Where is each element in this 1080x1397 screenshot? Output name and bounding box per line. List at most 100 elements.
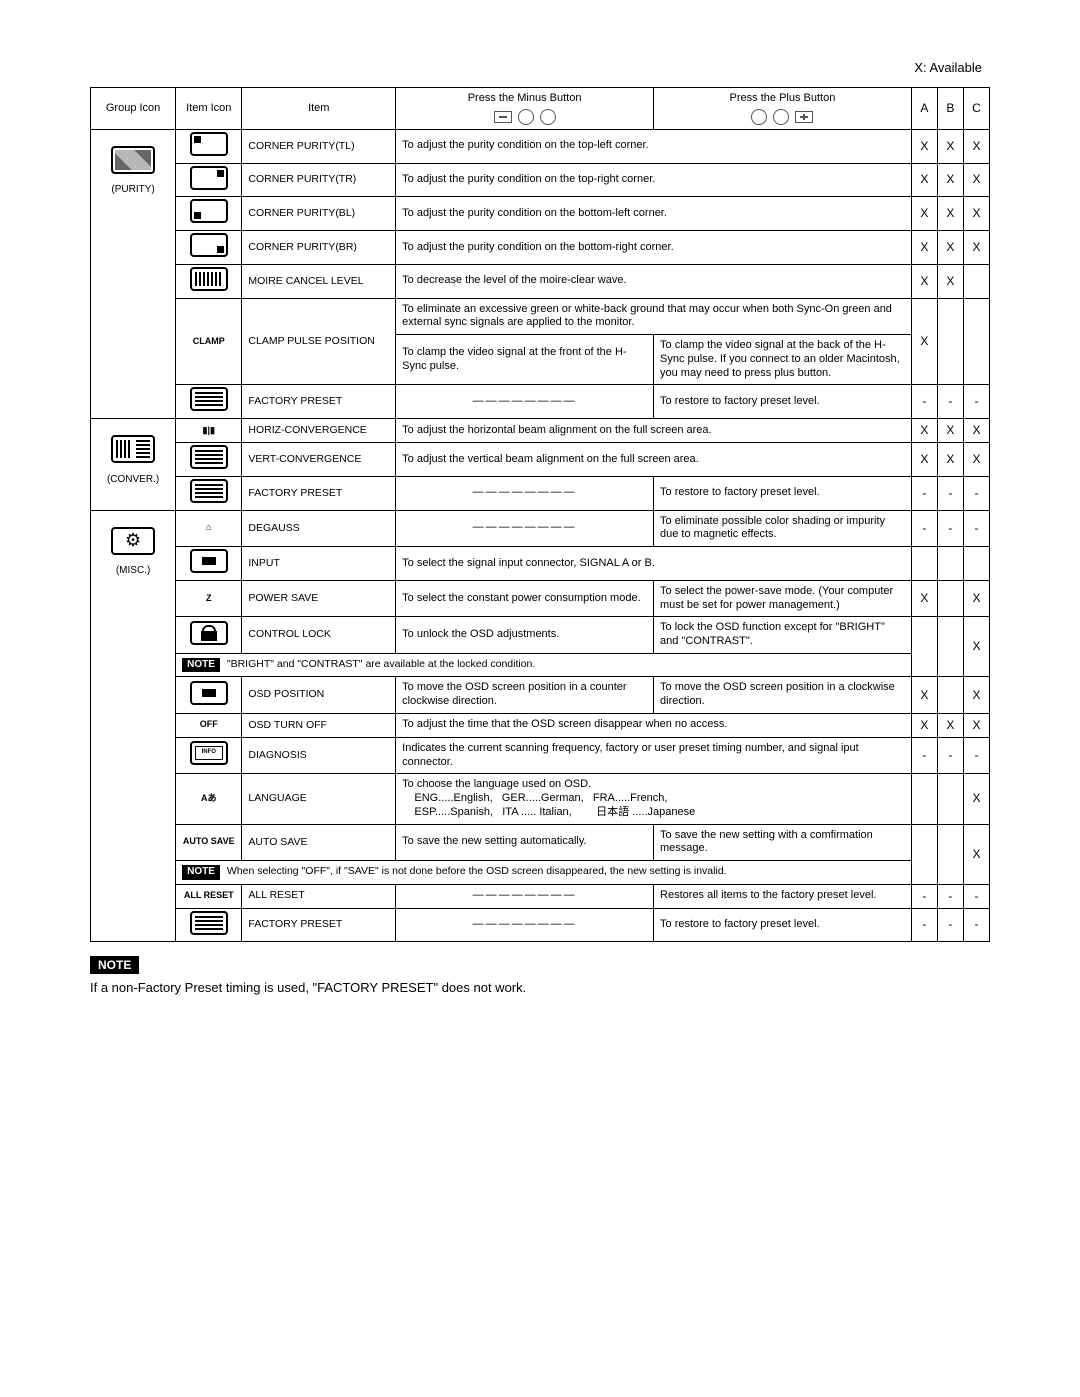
item-name: OSD POSITION bbox=[242, 677, 396, 714]
note-cell: NOTE "BRIGHT" and "CONTRAST" are availab… bbox=[176, 653, 912, 677]
plus-desc: To save the new setting with a comfirmat… bbox=[654, 824, 912, 861]
item-icon bbox=[190, 741, 228, 765]
abc-a: X bbox=[911, 197, 937, 231]
item-description: To adjust the purity condition on the to… bbox=[396, 129, 912, 163]
hdr-c: C bbox=[963, 88, 989, 130]
item-description: To adjust the purity condition on the to… bbox=[396, 163, 912, 197]
item-icon-cell bbox=[176, 476, 242, 510]
table-row: CONTROL LOCKTo unlock the OSD adjustment… bbox=[91, 617, 990, 654]
item-icon-cell: CLAMP bbox=[176, 298, 242, 385]
minus-desc: To unlock the OSD adjustments. bbox=[396, 617, 654, 654]
item-name: CORNER PURITY(TR) bbox=[242, 163, 396, 197]
abc-c bbox=[963, 264, 989, 298]
item-icon: ALL RESET bbox=[184, 891, 234, 900]
abc-b bbox=[937, 617, 963, 677]
abc-c bbox=[963, 298, 989, 385]
abc-c: - bbox=[963, 908, 989, 942]
abc-c: X bbox=[963, 713, 989, 737]
abc-b: - bbox=[937, 476, 963, 510]
group-icon bbox=[111, 527, 155, 555]
item-name: CLAMP PULSE POSITION bbox=[242, 298, 396, 385]
abc-c: X bbox=[963, 617, 989, 677]
group-icon-cell: (MISC.) bbox=[91, 510, 176, 942]
item-icon bbox=[190, 387, 228, 411]
hdr-group-icon: Group Icon bbox=[91, 88, 176, 130]
item-icon bbox=[190, 267, 228, 291]
abc-b bbox=[937, 547, 963, 581]
item-name: CORNER PURITY(BR) bbox=[242, 231, 396, 265]
item-description: To decrease the level of the moire-clear… bbox=[396, 264, 912, 298]
abc-b: X bbox=[937, 443, 963, 477]
abc-c: X bbox=[963, 580, 989, 617]
plus-icons bbox=[660, 109, 905, 125]
abc-c bbox=[963, 547, 989, 581]
plus-desc: To clamp the video signal at the back of… bbox=[654, 335, 912, 385]
minus-desc: To save the new setting automatically. bbox=[396, 824, 654, 861]
minus-desc: ———————— bbox=[396, 385, 654, 419]
item-icon-cell bbox=[176, 197, 242, 231]
abc-a: - bbox=[911, 884, 937, 908]
item-name: FACTORY PRESET bbox=[242, 476, 396, 510]
item-icon bbox=[190, 549, 228, 573]
abc-a bbox=[911, 824, 937, 884]
abc-c: X bbox=[963, 163, 989, 197]
item-name: INPUT bbox=[242, 547, 396, 581]
table-row: (CONVER.)▮|▮HORIZ-CONVERGENCETo adjust t… bbox=[91, 419, 990, 443]
item-description: To adjust the vertical beam alignment on… bbox=[396, 443, 912, 477]
item-name: OSD TURN OFF bbox=[242, 713, 396, 737]
item-icon: Z bbox=[206, 594, 212, 603]
table-row: CORNER PURITY(TR)To adjust the purity co… bbox=[91, 163, 990, 197]
item-icon-cell bbox=[176, 129, 242, 163]
abc-b bbox=[937, 677, 963, 714]
osd-table: Group Icon Item Icon Item Press the Minu… bbox=[90, 87, 990, 942]
abc-a: X bbox=[911, 419, 937, 443]
item-icon: OFF bbox=[200, 720, 218, 729]
table-row: AUTO SAVEAUTO SAVETo save the new settin… bbox=[91, 824, 990, 861]
item-icon bbox=[190, 445, 228, 469]
note-row: NOTE "BRIGHT" and "CONTRAST" are availab… bbox=[91, 653, 990, 677]
item-name: ALL RESET bbox=[242, 884, 396, 908]
table-row: ZPOWER SAVETo select the constant power … bbox=[91, 580, 990, 617]
abc-b: - bbox=[937, 737, 963, 774]
minus-desc: ———————— bbox=[396, 476, 654, 510]
item-description: To adjust the purity condition on the bo… bbox=[396, 197, 912, 231]
table-row: DIAGNOSISIndicates the current scanning … bbox=[91, 737, 990, 774]
plus-rect-icon bbox=[795, 111, 813, 123]
abc-b bbox=[937, 824, 963, 884]
note-row: NOTE When selecting "OFF", if "SAVE" is … bbox=[91, 861, 990, 885]
item-description: To adjust the purity condition on the bo… bbox=[396, 231, 912, 265]
item-icon-cell bbox=[176, 908, 242, 942]
group-icon-cell: (CONVER.) bbox=[91, 419, 176, 511]
abc-b: - bbox=[937, 908, 963, 942]
table-row: AあLANGUAGETo choose the language used on… bbox=[91, 774, 990, 824]
circle-icon bbox=[773, 109, 789, 125]
item-icon bbox=[190, 911, 228, 935]
abc-a: - bbox=[911, 510, 937, 547]
minus-desc: ———————— bbox=[396, 510, 654, 547]
item-icon-cell bbox=[176, 677, 242, 714]
minus-desc: To move the OSD screen position in a cou… bbox=[396, 677, 654, 714]
item-icon-cell: Aあ bbox=[176, 774, 242, 824]
abc-a bbox=[911, 547, 937, 581]
item-icon bbox=[190, 132, 228, 156]
plus-desc: To restore to factory preset level. bbox=[654, 476, 912, 510]
plus-desc: To restore to factory preset level. bbox=[654, 908, 912, 942]
item-icon bbox=[190, 233, 228, 257]
note-badge: NOTE bbox=[90, 956, 139, 974]
table-row: CORNER PURITY(BL)To adjust the purity co… bbox=[91, 197, 990, 231]
item-name: CORNER PURITY(TL) bbox=[242, 129, 396, 163]
minus-rect-icon bbox=[494, 111, 512, 123]
abc-c: X bbox=[963, 197, 989, 231]
abc-c: - bbox=[963, 737, 989, 774]
item-icon: CLAMP bbox=[193, 337, 225, 346]
abc-c: X bbox=[963, 231, 989, 265]
abc-c: X bbox=[963, 677, 989, 714]
item-icon-cell bbox=[176, 443, 242, 477]
abc-c: X bbox=[963, 443, 989, 477]
item-icon-cell bbox=[176, 737, 242, 774]
item-name: CORNER PURITY(BL) bbox=[242, 197, 396, 231]
item-name: VERT-CONVERGENCE bbox=[242, 443, 396, 477]
plus-desc: To eliminate possible color shading or i… bbox=[654, 510, 912, 547]
item-icon: AUTO SAVE bbox=[183, 837, 235, 846]
item-icon: Aあ bbox=[201, 794, 217, 803]
